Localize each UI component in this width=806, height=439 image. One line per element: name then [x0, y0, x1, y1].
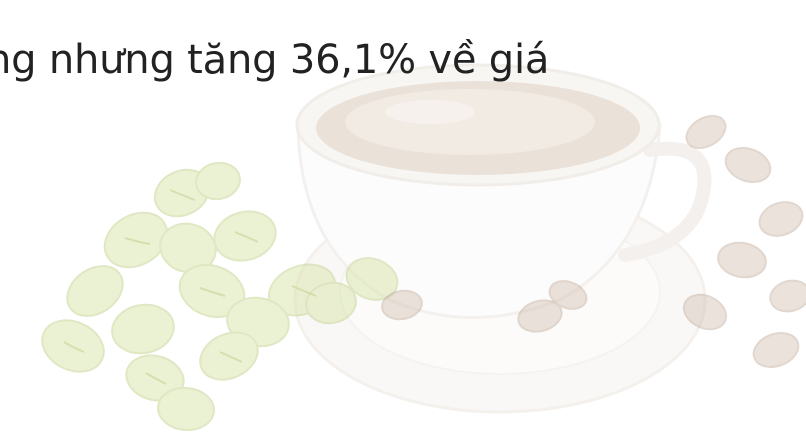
slide-headline: ng nhưng tăng 36,1% về giá [0, 37, 550, 83]
